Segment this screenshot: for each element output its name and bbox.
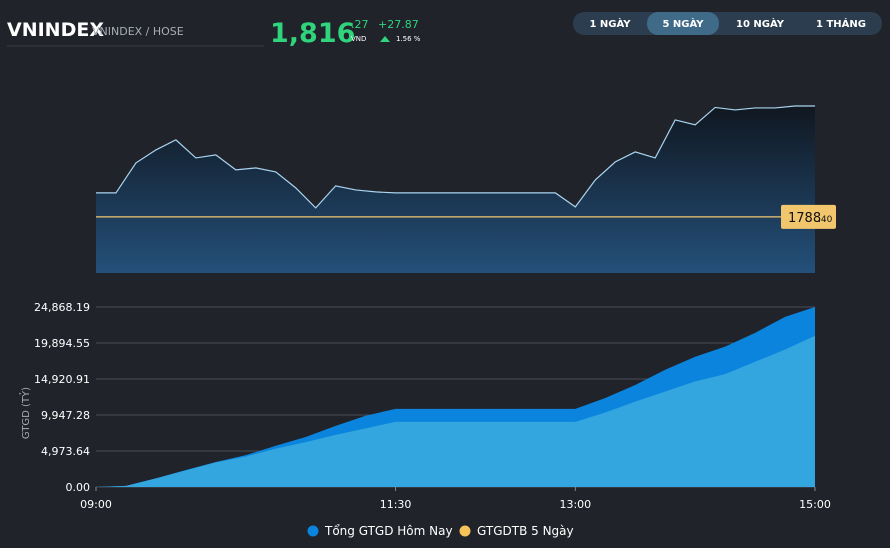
tabs: 1 NGÀY 5 NGÀY 10 NGÀY 1 THÁNG: [589, 12, 866, 35]
up-arrow: [380, 36, 390, 42]
legend-marker: [307, 525, 319, 537]
price-chart: 1788.40: [96, 105, 836, 274]
reference-label: 1788: [788, 211, 821, 226]
y-tick-label: 0.00: [66, 481, 91, 494]
price-area: [96, 105, 815, 274]
x-tick-label: 15:00: [799, 498, 831, 511]
tab-active[interactable]: [647, 12, 719, 35]
reference-decimal: .40: [818, 215, 833, 225]
x-tick-label: 11:30: [380, 498, 412, 511]
y-tick-label: 4,973.64: [41, 445, 90, 458]
area: [96, 335, 815, 487]
legend-label: GTGDTB 5 Ngày: [477, 524, 574, 538]
tab-label[interactable]: 1 NGÀY: [589, 17, 631, 30]
legend-marker: [459, 525, 471, 537]
y-tick-label: 14,920.91: [34, 373, 90, 386]
symbol: VNINDEX: [7, 19, 104, 41]
y-axis-label: GTGD (TỶ): [18, 387, 32, 439]
y-tick-label: 9,947.28: [41, 409, 90, 422]
exchange: VNINDEX / HOSE: [92, 25, 184, 38]
tab-label[interactable]: 5 NGÀY: [662, 17, 704, 30]
currency: VND: [351, 35, 366, 43]
tab-label[interactable]: 10 NGÀY: [736, 17, 785, 30]
value-chart: 0.00 4,973.64 9,947.28 14,920.91 19,894.55 24…: [18, 301, 831, 538]
price: 1,816: [270, 18, 355, 49]
price-decimal: .27: [351, 18, 369, 31]
change: +27.87: [378, 18, 419, 31]
reference-tag: [781, 204, 836, 229]
y-tick-label: 19,894.55: [34, 337, 90, 350]
tab-label[interactable]: 1 THÁNG: [816, 17, 866, 30]
x-tick-label: 09:00: [80, 498, 112, 511]
price-line: [96, 105, 815, 209]
y-tick-label: 24,868.19: [34, 301, 90, 314]
change-percent: 1.56 %: [396, 35, 421, 43]
x-tick-label: 13:00: [559, 498, 591, 511]
legend-label: Tổng GTGD Hôm Nay: [324, 524, 453, 538]
